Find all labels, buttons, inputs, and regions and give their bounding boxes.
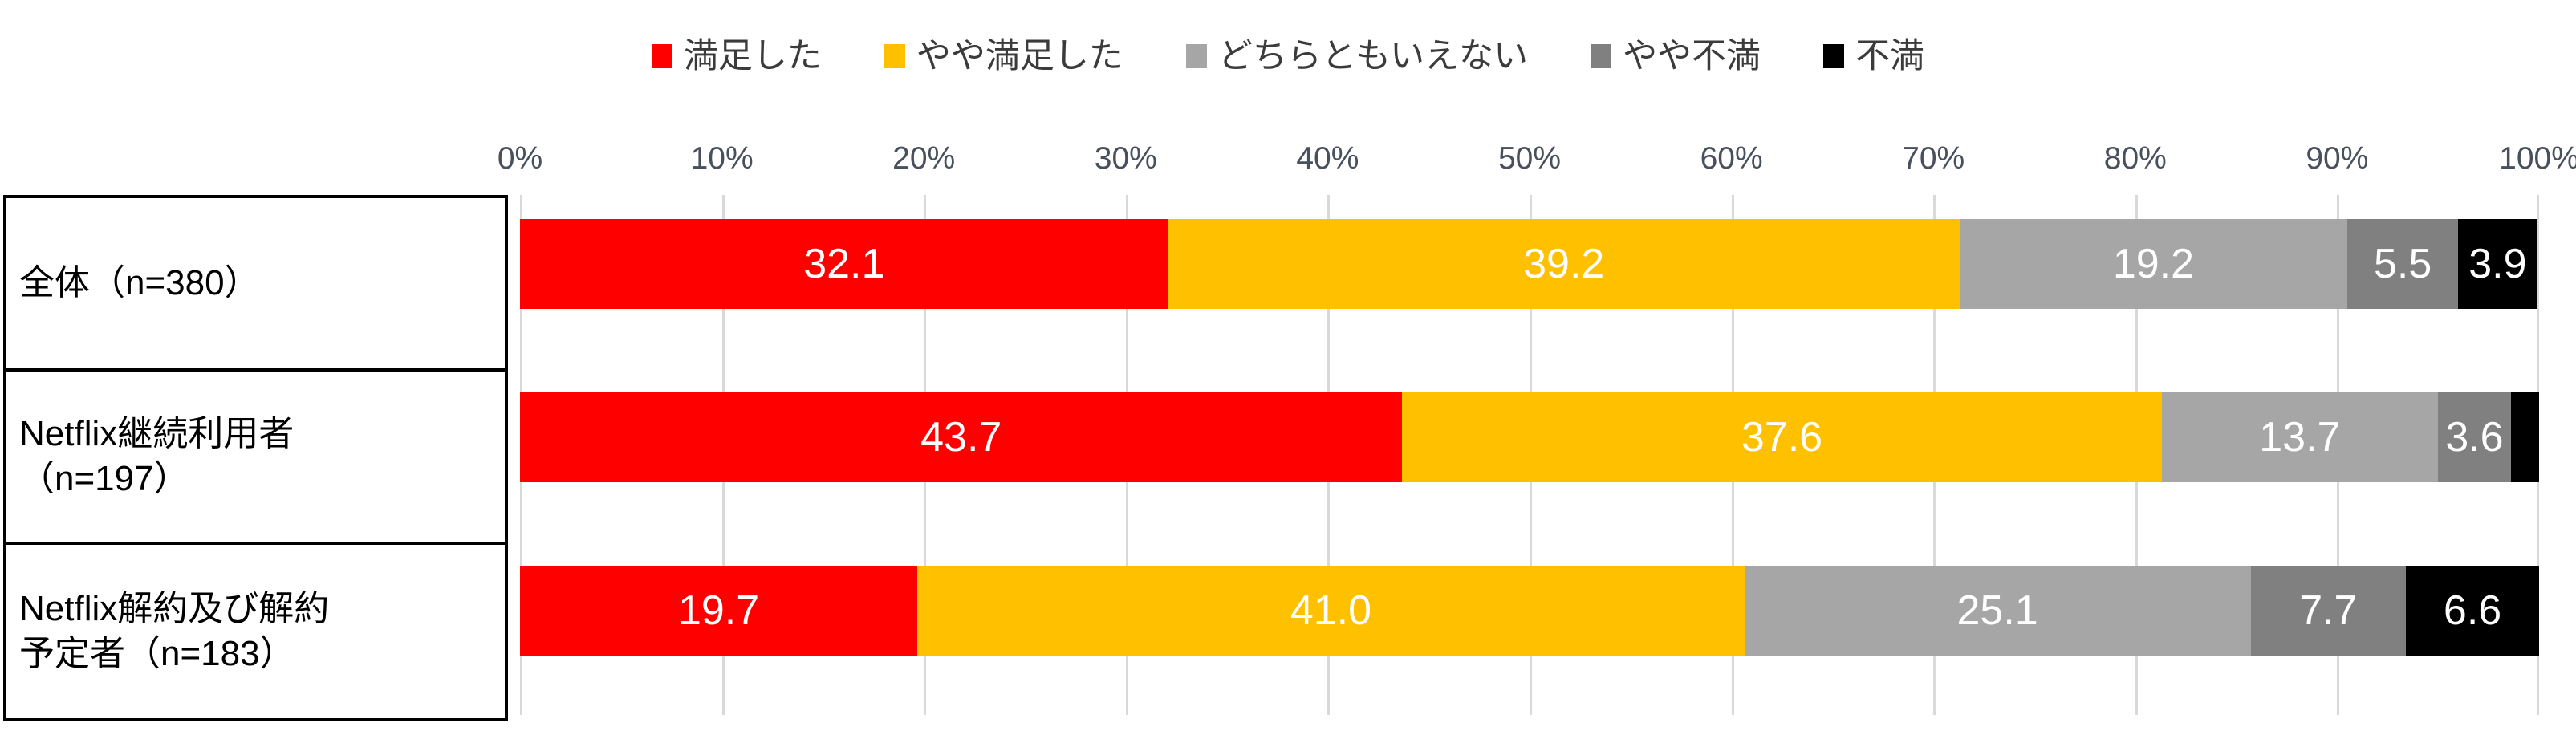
bar-segment-value-label: 5.5 — [2373, 241, 2432, 287]
legend-item[interactable]: 満足した — [651, 36, 822, 75]
bar-segment[interactable]: 3.6 — [2438, 392, 2511, 482]
x-axis-tick-label: 100% — [2499, 141, 2576, 176]
category-label-line: Netflix解約及び解約 — [19, 588, 330, 628]
legend-swatch-icon — [884, 44, 905, 68]
bar-segment-value-label: 25.1 — [1956, 587, 2038, 634]
plot-area: 32.1 39.2 19.2 5.5 3.9 43.7 37.6 13.7 3.6 19.7 41.… — [520, 195, 2539, 715]
bar-row: 32.1 39.2 19.2 5.5 3.9 — [520, 219, 2539, 309]
legend-item-label: やや不満 — [1623, 36, 1761, 75]
x-axis-tick-label: 60% — [1700, 141, 1763, 176]
category-label-table: 全体（n=380） Netflix継続利用者 （n=197） Netflix解約及び解… — [3, 195, 508, 721]
bar-segment[interactable]: 43.7 — [520, 392, 1403, 482]
bar-segment-value-label: 19.7 — [677, 587, 760, 634]
bar-segment[interactable]: 37.6 — [1402, 392, 2162, 482]
bar-segment-value-label: 6.6 — [2443, 587, 2502, 634]
legend-item[interactable]: どちらともいえない — [1185, 36, 1529, 75]
bar-segment[interactable]: 3.9 — [2458, 219, 2537, 309]
legend-swatch-icon — [1823, 44, 1845, 68]
legend-item-label: やや満足した — [916, 36, 1123, 75]
category-label-line: Netflix継続利用者 — [19, 413, 295, 453]
bar-segment-value-label: 41.0 — [1290, 587, 1372, 634]
bar-segment[interactable]: 25.1 — [1744, 566, 2251, 656]
bar-segment-value-label: 37.6 — [1741, 414, 1823, 461]
category-label-text: 全体（n=380） — [19, 261, 260, 306]
x-axis-tick-label: 70% — [1902, 141, 1965, 176]
x-axis-tick-label: 40% — [1296, 141, 1359, 176]
bar-segment-value-label: 32.1 — [803, 241, 885, 287]
bar-segment[interactable]: 19.2 — [1959, 219, 2347, 309]
bar-segment[interactable]: 13.7 — [2161, 392, 2439, 482]
x-axis-tick-label: 0% — [497, 141, 543, 176]
legend-item[interactable]: 不満 — [1823, 39, 1924, 74]
bar-segment-value-label: 43.7 — [920, 414, 1002, 461]
bar-segment-value-label: 39.2 — [1523, 241, 1605, 287]
bar-segment-value-label: 13.7 — [2259, 414, 2341, 461]
legend-item[interactable]: やや満足した — [884, 39, 1123, 74]
x-axis-tick-label: 20% — [892, 141, 956, 176]
bar-segment[interactable] — [2510, 392, 2539, 482]
bar-row: 19.7 41.0 25.1 7.7 6.6 — [520, 566, 2539, 656]
category-label-line: 全体（n=380） — [19, 262, 260, 303]
bar-segment-value-label: 3.9 — [2468, 241, 2527, 287]
category-label-cell: 全体（n=380） — [6, 198, 505, 372]
bar-segment[interactable]: 41.0 — [917, 566, 1745, 656]
category-label-cell: Netflix継続利用者 （n=197） — [6, 372, 505, 545]
bar-row: 43.7 37.6 13.7 3.6 — [520, 392, 2539, 482]
category-label-cell: Netflix解約及び解約 予定者（n=183） — [6, 545, 505, 718]
legend-item-label: 満足した — [683, 36, 822, 75]
legend-item-label: どちらともいえない — [1217, 36, 1529, 75]
legend-item-label: 不満 — [1855, 36, 1925, 75]
bar-segment[interactable]: 6.6 — [2406, 566, 2539, 656]
bar-segment[interactable]: 5.5 — [2346, 219, 2459, 309]
bar-segment[interactable]: 32.1 — [520, 219, 1168, 309]
bar-segment[interactable]: 39.2 — [1168, 219, 1960, 309]
category-label-text: Netflix継続利用者 （n=197） — [19, 412, 294, 502]
bar-segment[interactable]: 7.7 — [2250, 566, 2407, 656]
x-axis-tick-label: 80% — [2103, 141, 2167, 176]
legend-swatch-icon — [1185, 44, 1207, 68]
x-axis-tick-label: 90% — [2306, 141, 2369, 176]
bar-segment-value-label: 7.7 — [2299, 587, 2358, 634]
x-axis-tick-labels: 0% 10% 20% 30% 40% 50% 60% 70% 80% 90% 100% — [498, 141, 2576, 181]
legend-item[interactable]: やや不満 — [1591, 39, 1761, 74]
category-label-line: （n=197） — [19, 459, 189, 498]
legend-swatch-icon — [1591, 44, 1612, 68]
legend-swatch-icon — [651, 44, 672, 68]
x-axis-tick-label: 50% — [1497, 141, 1562, 176]
bar-segment[interactable]: 19.7 — [520, 566, 918, 656]
category-label-text: Netflix解約及び解約 予定者（n=183） — [19, 587, 329, 677]
x-axis-tick-label: 10% — [690, 141, 754, 176]
bar-segment-value-label: 19.2 — [2112, 241, 2195, 287]
chart-legend: 満足した やや満足した どちらともいえない やや不満 不満 — [0, 32, 2576, 80]
x-axis-tick-label: 30% — [1094, 141, 1157, 176]
bar-segment-value-label: 3.6 — [2445, 414, 2504, 461]
category-label-line: 予定者（n=183） — [19, 634, 295, 673]
